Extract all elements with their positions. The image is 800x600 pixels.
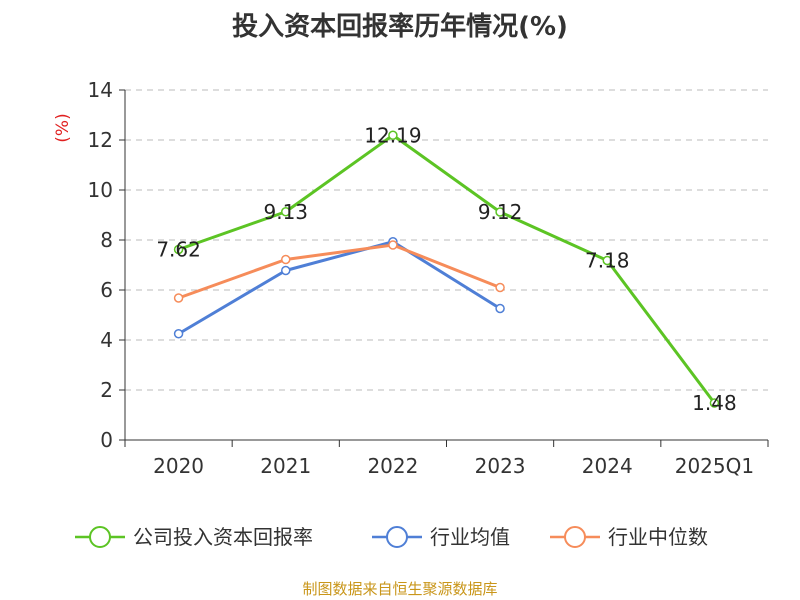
x-tick-label: 2021 — [260, 454, 311, 478]
x-tick-label: 2023 — [475, 454, 526, 478]
legend-marker-industry_avg — [386, 526, 408, 548]
legend-marker-company — [89, 526, 111, 548]
data-point-company — [709, 398, 720, 408]
series-line-industry_median — [178, 243, 501, 300]
data-point-industry_median — [388, 240, 398, 250]
axes — [119, 89, 769, 447]
y-tick-label: 14 — [88, 78, 113, 102]
legend-label-industry_median: 行业中位数 — [608, 525, 708, 549]
x-tick-label: 2022 — [367, 454, 418, 478]
data-label-company: 1.48 — [692, 391, 737, 415]
y-tick-label: 12 — [88, 128, 113, 152]
legend-label-company: 公司投入资本回报率 — [133, 525, 313, 549]
y-tick-label: 10 — [88, 178, 113, 202]
data-point-company — [281, 207, 291, 217]
x-tick-labels: 2020 2021 2022 2023 2024 2025Q1 — [153, 454, 754, 478]
data-label-company: 9.13 — [263, 200, 308, 224]
data-label-company: 7.18 — [585, 249, 630, 273]
data-labels: 7.62 9.13 12.19 9.12 7.18 1.48 — [156, 123, 736, 415]
data-point-company — [388, 130, 398, 140]
data-point-industry_median — [495, 282, 505, 293]
data-point-industry_avg — [495, 303, 505, 314]
data-label-company: 12.19 — [364, 123, 421, 147]
x-tick-label: 2020 — [153, 454, 204, 478]
series-lines — [173, 130, 720, 408]
y-axis-label: (%) — [53, 113, 73, 142]
legend-marker-industry_median — [564, 526, 586, 548]
legend-label-industry_avg: 行业均值 — [430, 525, 510, 549]
data-point-industry_median — [281, 254, 291, 265]
y-tick-label: 8 — [100, 228, 113, 252]
x-tick-label: 2025Q1 — [675, 454, 754, 478]
data-point-industry_median — [173, 293, 184, 303]
data-point-company — [173, 244, 184, 255]
series-line-company — [178, 133, 716, 404]
y-tick-label: 2 — [100, 378, 113, 402]
x-tick-label: 2024 — [582, 454, 633, 478]
data-source-note: 制图数据来自恒生聚源数据库 — [302, 580, 498, 598]
data-label-company: 9.12 — [478, 200, 523, 224]
data-point-company — [495, 207, 505, 217]
data-point-industry_avg — [281, 265, 291, 276]
y-tick-labels: 0 2 4 6 8 10 12 14 — [88, 78, 113, 452]
series-line-industry_avg — [177, 240, 501, 336]
y-tick-label: 6 — [100, 278, 113, 302]
grid-lines — [125, 89, 768, 391]
y-tick-label: 0 — [100, 428, 113, 452]
data-point-industry_avg — [173, 329, 184, 339]
y-tick-label: 4 — [100, 328, 113, 352]
chart-title: 投入资本回报率历年情况(%) — [232, 12, 568, 42]
data-point-company — [602, 255, 612, 266]
data-label-company: 7.62 — [156, 238, 201, 262]
legend: 公司投入资本回报率 行业均值 行业中位数 — [75, 525, 708, 549]
